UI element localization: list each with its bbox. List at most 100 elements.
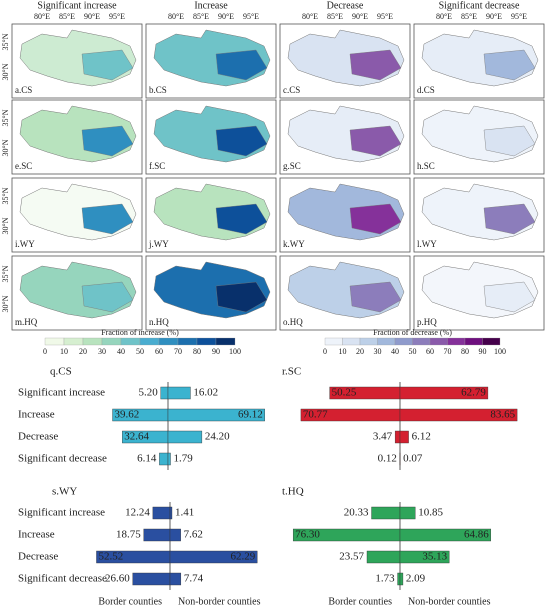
bar [143,528,171,542]
map-region [215,203,268,235]
value-label: 32.64 [124,431,149,443]
legend-swatch [139,337,160,346]
map-region [349,125,402,157]
category-label: Significant increase [18,507,105,519]
panel-label: i.WY [15,239,35,249]
map-region [349,281,402,313]
lon-label: 80°E [436,12,452,21]
panel-label: b.CS [149,85,167,95]
legend-title: Fraction of increase (%) [101,328,179,337]
legend-swatch [412,337,431,346]
value-label: 7.62 [184,529,203,541]
lon-label: 85°E [327,12,343,21]
column-header: Significant decrease [439,0,520,11]
panel-label: g.SC [283,161,301,171]
category-label: Increase [18,409,55,421]
chart-title: s.WY [52,486,77,498]
lat-label: 30°N [1,217,10,234]
legend-swatch [429,337,448,346]
bar [132,572,171,586]
lon-label: 90°E [352,12,368,21]
bar [399,528,492,542]
legend-swatch [44,337,65,346]
group-label: Non-border counties [408,596,491,607]
legend-swatch [377,337,396,346]
category-label: Significant increase [18,387,105,399]
legend-swatch [464,337,483,346]
group-label: Border counties [328,596,392,607]
legend-swatch [359,337,378,346]
bar [394,430,401,444]
lat-label: 35°N [1,33,10,50]
map-region [483,203,536,235]
legend-swatch [101,337,122,346]
bar [167,408,265,422]
map-region [81,49,134,81]
legend-tick: 80 [193,347,201,356]
lon-label: 95°E [109,12,125,21]
map-region [215,49,268,81]
value-label: 70.77 [303,409,328,421]
panel-label: h.SC [417,161,435,171]
bar [169,572,182,586]
panel-label: e.SC [15,161,32,171]
panel-label: l.WY [417,239,437,249]
value-label: 76.30 [295,529,320,541]
value-label: 64.86 [464,529,489,541]
lat-label: 35°N [1,187,10,204]
value-label: 83.65 [490,409,515,421]
legend-tick: 90 [212,347,220,356]
legend-tick: 40 [117,347,125,356]
bar [169,506,173,520]
value-label: 1.41 [175,507,194,519]
category-label: Increase [18,529,55,541]
bar [399,386,489,400]
category-label: Significant decrease [18,453,107,465]
lat-label: 35°N [1,265,10,282]
value-label: 69.12 [238,409,263,421]
bar [159,452,169,466]
bar [399,430,409,444]
bar [167,386,191,400]
legend-tick: 40 [391,347,399,356]
legend-tick: 60 [155,347,163,356]
bar [397,572,401,586]
lon-label: 90°E [486,12,502,21]
legend-swatch [120,337,141,346]
lon-label: 80°E [302,12,318,21]
value-label: 20.33 [344,507,369,519]
map-region [215,281,268,313]
lon-label: 90°E [218,12,234,21]
legend-tick: 0 [323,347,327,356]
bar [399,572,404,586]
column-header: Increase [194,0,228,11]
legend-tick: 20 [356,347,364,356]
map-region [349,203,402,235]
bar [399,550,450,564]
value-label: 6.14 [137,453,157,465]
chart-title: r.SC [282,366,301,378]
value-label: 1.79 [174,453,194,465]
lon-label: 85°E [193,12,209,21]
map-region [483,49,536,81]
category-label: Significant decrease [18,573,107,585]
lon-label: 85°E [461,12,477,21]
legend-tick: 50 [136,347,144,356]
bar [167,430,203,444]
panel-label: p.HQ [417,317,437,327]
bar [167,452,171,466]
lat-label: 30°N [1,139,10,156]
value-label: 16.02 [193,387,218,399]
legend-tick: 70 [174,347,182,356]
bar [160,386,169,400]
bar [366,550,401,564]
map-region [483,281,536,313]
legend-swatch [342,337,361,346]
value-label: 3.47 [373,431,393,443]
value-label: 39.62 [115,409,140,421]
chart-title: t.HQ [282,486,304,498]
legend-swatch [196,337,217,346]
lon-label: 80°E [168,12,184,21]
legend-swatch [447,337,466,346]
chart-title: q.CS [50,366,72,378]
